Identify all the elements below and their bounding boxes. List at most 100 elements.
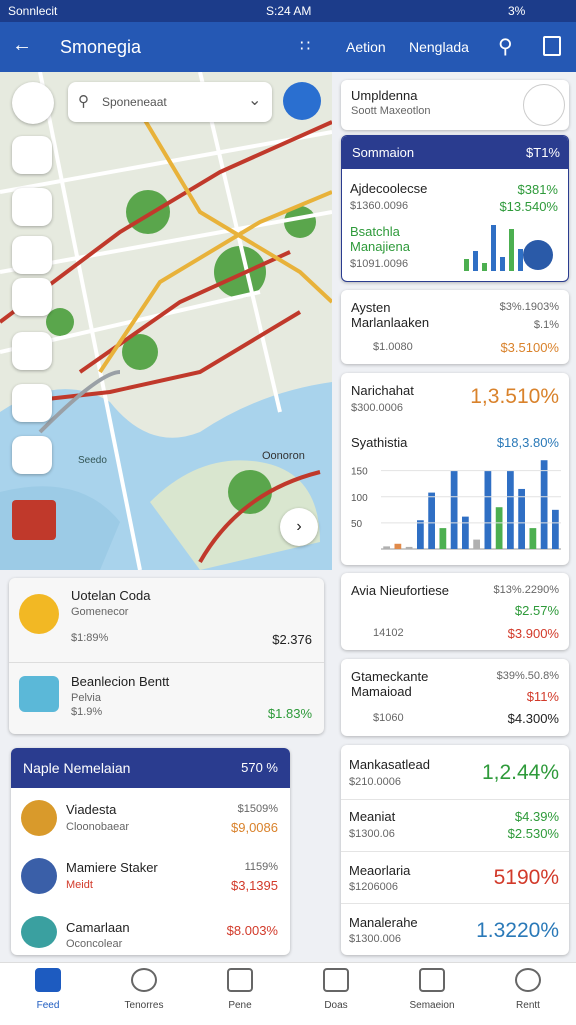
search-placeholder: Sponeneaat (102, 95, 167, 109)
asset-range: $13%.2290% (493, 584, 559, 596)
back-button[interactable]: ← (12, 34, 32, 56)
bar (507, 470, 514, 549)
bar (473, 251, 478, 271)
map-tool[interactable] (12, 136, 52, 174)
stats-amount: $300.0006 (351, 402, 403, 414)
asset-change: $.1% (533, 319, 559, 331)
nav-item[interactable]: Rentt (480, 968, 576, 1011)
asset-change: $11% (526, 689, 559, 704)
bar (495, 507, 503, 549)
row-price: $9,0086 (231, 820, 278, 835)
list-card: Mankasatlead $210.0006 1,2.44% Meaniat $… (341, 745, 569, 955)
asset-card[interactable]: Aysten Marlanlaaken $3%.1903% $.1% $1.00… (341, 290, 569, 364)
stats-card: Narichahat $300.0006 1,3.510% Syathistia… (341, 373, 569, 565)
time: S:24 AM (266, 4, 312, 18)
chart-value: $18,3.80% (496, 435, 559, 450)
notification-button[interactable] (543, 36, 561, 56)
asset-name: Avia Nieufortiese (351, 583, 450, 598)
status-bar: Sonnlecit S:24 AM 3% (0, 0, 576, 22)
map-tool[interactable] (12, 384, 52, 422)
nav-label: Feed (36, 1000, 60, 1011)
bottom-nav (0, 962, 576, 1025)
share-button[interactable]: ∷ (300, 38, 311, 55)
place-subtitle: Pelvia (71, 692, 101, 704)
profile-title: Umpldenna (351, 88, 418, 103)
map-tool[interactable] (12, 500, 56, 540)
row-change: 1159% (244, 861, 278, 873)
asset-card[interactable]: Gtameckante Mamaioad $39%.50.8% $11% $10… (341, 659, 569, 736)
list-amount: $1206006 (349, 881, 398, 893)
nav-item[interactable]: Feed (0, 968, 96, 1011)
nav-item[interactable]: Tenorres (96, 968, 192, 1011)
row-subtitle: Oconcolear (66, 938, 123, 950)
row-price: $3,1395 (231, 878, 278, 893)
streets (0, 72, 332, 570)
nav-item[interactable]: Doas (288, 968, 384, 1011)
avatar[interactable] (523, 84, 565, 126)
list-value: 5190% (493, 866, 559, 889)
bar (464, 259, 469, 271)
bar (428, 492, 435, 549)
summary-card: Sommaion $T1% Ajdecoolecse $1360.0096 $3… (341, 135, 569, 282)
row-name: Mamiere Staker (66, 860, 158, 875)
bar (439, 528, 447, 549)
bar (491, 225, 496, 271)
asset-range: $39%.50.8% (496, 670, 559, 682)
watchlist-total: 570 % (241, 760, 278, 775)
bar (462, 516, 469, 549)
map-tool[interactable] (12, 436, 52, 474)
bar (484, 470, 492, 549)
bar (482, 263, 487, 271)
row-name: Viadesta (66, 802, 117, 817)
list-value: 1,2.44% (481, 761, 559, 784)
list-name: Meaorlaria (349, 863, 411, 878)
search-button[interactable]: ⚲ (498, 36, 513, 58)
bar (518, 249, 523, 271)
asset-value: $4.300% (507, 711, 559, 726)
bar (394, 543, 402, 549)
map-tool[interactable] (12, 236, 52, 274)
item-name: Ajdecoolecse (350, 181, 428, 196)
map-tool[interactable] (12, 332, 52, 370)
nav-label: Semaeion (409, 1000, 455, 1011)
place-name: Beanlecion Bentt (71, 674, 170, 689)
place-price: $1.83% (267, 706, 312, 721)
locate-button[interactable] (283, 82, 321, 120)
map-tool[interactable] (12, 188, 52, 226)
profile-card: Umpldenna Soott Maxeotlon (341, 80, 569, 130)
app-bar: ← Smonegia ∷ Aetion Nenglada ⚲ (0, 22, 576, 72)
place-change: $1:89% (71, 632, 109, 644)
list-value: $2.530% (507, 826, 559, 841)
bar (500, 257, 505, 271)
map-label: Seedo (78, 455, 107, 466)
list-name: Manalerahe (349, 915, 418, 930)
nav-label: Doas (324, 1000, 348, 1011)
action[interactable]: Nenglada (409, 39, 469, 55)
list-name: Mankasatlead (349, 757, 430, 772)
asset-value: $3.900% (507, 626, 559, 641)
watchlist-card: Naple Nemelaian 570 % Viadesta Cloonobae… (11, 748, 290, 955)
bar (529, 528, 537, 549)
parks (46, 190, 316, 514)
action[interactable]: Aetion (346, 39, 386, 55)
asset-amount: $1.0080 (373, 341, 413, 353)
search-box[interactable]: ⚲ Sponeneaat ⌄ (68, 82, 272, 122)
routes (0, 110, 332, 563)
chart-title: Syathistia (351, 435, 408, 450)
bar (417, 520, 424, 549)
nav-item[interactable]: Pene (192, 968, 288, 1011)
bar (383, 546, 390, 549)
row-subtitle: Meidt (66, 879, 93, 891)
places-card: Uotelan Coda Gomenecor $1:89% $2.376 Bea… (9, 578, 324, 734)
asset-card[interactable]: Avia Nieufortiese $13%.2290% $2.57% 1410… (341, 573, 569, 650)
map-tool[interactable] (12, 278, 52, 316)
asset-value: $3.5100% (500, 340, 559, 355)
next-button[interactable]: › (280, 508, 318, 546)
list-amount: $1300.06 (349, 828, 395, 840)
map-tool[interactable] (12, 82, 54, 124)
item-amount: $1091.0096 (350, 258, 409, 270)
bar-chart: 150 100 50 (351, 460, 561, 550)
nav-item[interactable]: Semaeion (384, 968, 480, 1011)
item-change: $381% (517, 182, 558, 197)
